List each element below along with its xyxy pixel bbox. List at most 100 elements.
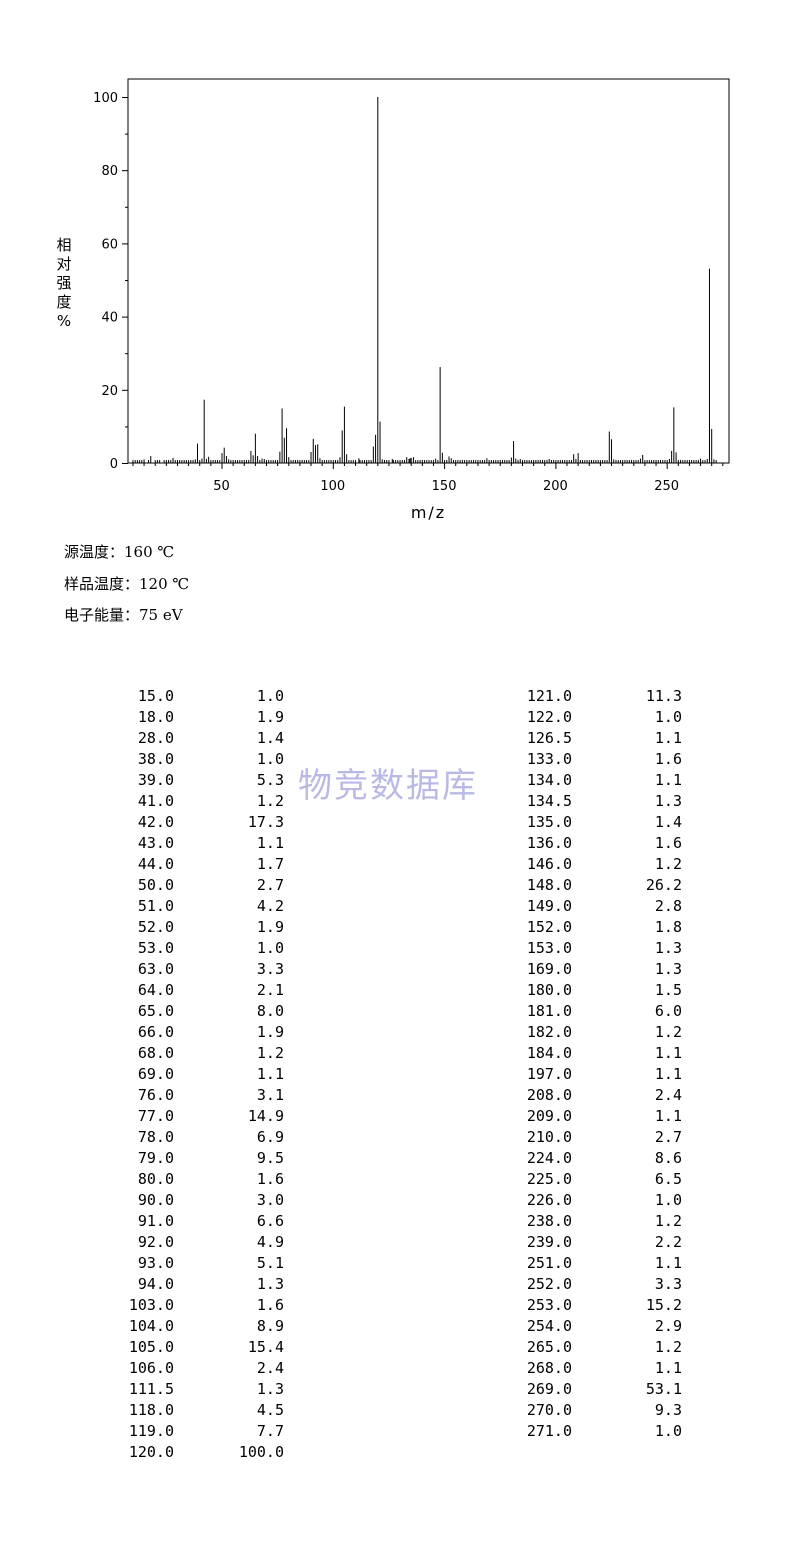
y-tick-label: 80 (101, 164, 118, 179)
mz-value: 126.5 (526, 729, 572, 747)
abundance-value: 14.9 (247, 1107, 284, 1125)
abundance-value: 1.0 (654, 1422, 682, 1440)
table-row: 126.5 1.1 (0, 728, 682, 749)
mz-value: 39.0 (137, 771, 174, 789)
abundance-value: 100.0 (238, 1443, 284, 1461)
mz-value: 224.0 (526, 1149, 572, 1167)
y-tick-label: 0 (110, 457, 118, 472)
table-row: 118.0 4.5 (0, 1400, 284, 1421)
table-row: 239.0 2.2 (0, 1232, 682, 1253)
mz-value: 136.0 (526, 834, 572, 852)
mz-value: 104.0 (128, 1317, 174, 1335)
table-row: 209.0 1.1 (0, 1106, 682, 1127)
mz-value: 271.0 (526, 1422, 572, 1440)
mz-value: 239.0 (526, 1233, 572, 1251)
abundance-value: 6.0 (654, 1002, 682, 1020)
table-row: 41.0 1.2 (0, 791, 284, 812)
abundance-value: 9.5 (256, 1149, 284, 1167)
table-row: 79.0 9.5 (0, 1148, 284, 1169)
mz-value: 197.0 (526, 1065, 572, 1083)
table-row: 210.0 2.7 (0, 1127, 682, 1148)
abundance-value: 6.5 (654, 1170, 682, 1188)
abundance-value: 1.1 (654, 1254, 682, 1272)
abundance-value: 1.3 (654, 792, 682, 810)
abundance-value: 1.6 (256, 1296, 284, 1314)
abundance-value: 5.1 (256, 1254, 284, 1272)
abundance-value: 2.7 (256, 876, 284, 894)
table-row: 39.0 5.3 (0, 770, 284, 791)
abundance-value: 2.4 (256, 1359, 284, 1377)
mz-value: 52.0 (137, 918, 174, 936)
abundance-value: 2.9 (654, 1317, 682, 1335)
mz-value: 76.0 (137, 1086, 174, 1104)
table-row: 68.0 1.2 (0, 1043, 284, 1064)
table-row: 269.0 53.1 (0, 1379, 682, 1400)
table-row: 122.0 1.0 (0, 707, 682, 728)
mz-value: 63.0 (137, 960, 174, 978)
mass-spectrum-chart: 50 100 150 200 250 0 20 40 60 80 100 m/z 相对强度% (56, 78, 730, 522)
mz-value: 41.0 (137, 792, 174, 810)
abundance-value: 3.1 (256, 1086, 284, 1104)
mz-value: 64.0 (137, 981, 174, 999)
abundance-value: 5.3 (256, 771, 284, 789)
abundance-value: 2.8 (654, 897, 682, 915)
abundance-value: 15.2 (645, 1296, 682, 1314)
abundance-value: 1.9 (256, 1023, 284, 1041)
abundance-value: 2.7 (654, 1128, 682, 1146)
mz-value: 91.0 (137, 1212, 174, 1230)
mz-value: 65.0 (137, 1002, 174, 1020)
table-row: 80.0 1.6 (0, 1169, 284, 1190)
table-row: 120.0 100.0 (0, 1442, 284, 1463)
table-row: 270.0 9.3 (0, 1400, 682, 1421)
table-row: 78.0 6.9 (0, 1127, 284, 1148)
table-row: 15.0 1.0 (0, 686, 284, 707)
mz-value: 251.0 (526, 1254, 572, 1272)
abundance-value: 1.0 (654, 1191, 682, 1209)
table-row: 93.0 5.1 (0, 1253, 284, 1274)
mz-value: 111.5 (128, 1380, 174, 1398)
abundance-value: 1.2 (654, 1023, 682, 1041)
mz-value: 149.0 (526, 897, 572, 915)
mz-value: 225.0 (526, 1170, 572, 1188)
abundance-value: 1.1 (256, 1065, 284, 1083)
table-row: 119.0 7.7 (0, 1421, 284, 1442)
table-row: 265.0 1.2 (0, 1337, 682, 1358)
mz-value: 69.0 (137, 1065, 174, 1083)
mz-value: 209.0 (526, 1107, 572, 1125)
abundance-value: 1.3 (654, 939, 682, 957)
table-row: 224.0 8.6 (0, 1148, 682, 1169)
mz-value: 90.0 (137, 1191, 174, 1209)
table-row: 103.0 1.6 (0, 1295, 284, 1316)
table-row: 181.0 6.0 (0, 1001, 682, 1022)
mz-value: 119.0 (128, 1422, 174, 1440)
abundance-value: 17.3 (247, 813, 284, 831)
table-row: 18.0 1.9 (0, 707, 284, 728)
abundance-value: 6.6 (256, 1212, 284, 1230)
mz-value: 15.0 (137, 687, 174, 705)
table-row: 225.0 6.5 (0, 1169, 682, 1190)
abundance-value: 1.2 (654, 1212, 682, 1230)
abundance-value: 1.1 (654, 1065, 682, 1083)
mz-value: 103.0 (128, 1296, 174, 1314)
abundance-value: 1.2 (256, 1044, 284, 1062)
abundance-value: 15.4 (247, 1338, 284, 1356)
table-row: 90.0 3.0 (0, 1190, 284, 1211)
abundance-value: 11.3 (645, 687, 682, 705)
y-axis-label: 相对强度% (56, 236, 71, 330)
table-row: 226.0 1.0 (0, 1190, 682, 1211)
table-row: 111.5 1.3 (0, 1379, 284, 1400)
mz-value: 181.0 (526, 1002, 572, 1020)
table-row: 28.0 1.4 (0, 728, 284, 749)
mz-value: 51.0 (137, 897, 174, 915)
abundance-value: 3.3 (654, 1275, 682, 1293)
x-axis-label: m/z (411, 503, 446, 522)
mz-value: 134.5 (526, 792, 572, 810)
table-row: 104.0 8.9 (0, 1316, 284, 1337)
abundance-value: 2.2 (654, 1233, 682, 1251)
abundance-value: 1.1 (654, 729, 682, 747)
abundance-value: 1.2 (654, 1338, 682, 1356)
table-row: 180.0 1.5 (0, 980, 682, 1001)
mz-value: 77.0 (137, 1107, 174, 1125)
mz-value: 43.0 (137, 834, 174, 852)
table-row: 135.0 1.4 (0, 812, 682, 833)
